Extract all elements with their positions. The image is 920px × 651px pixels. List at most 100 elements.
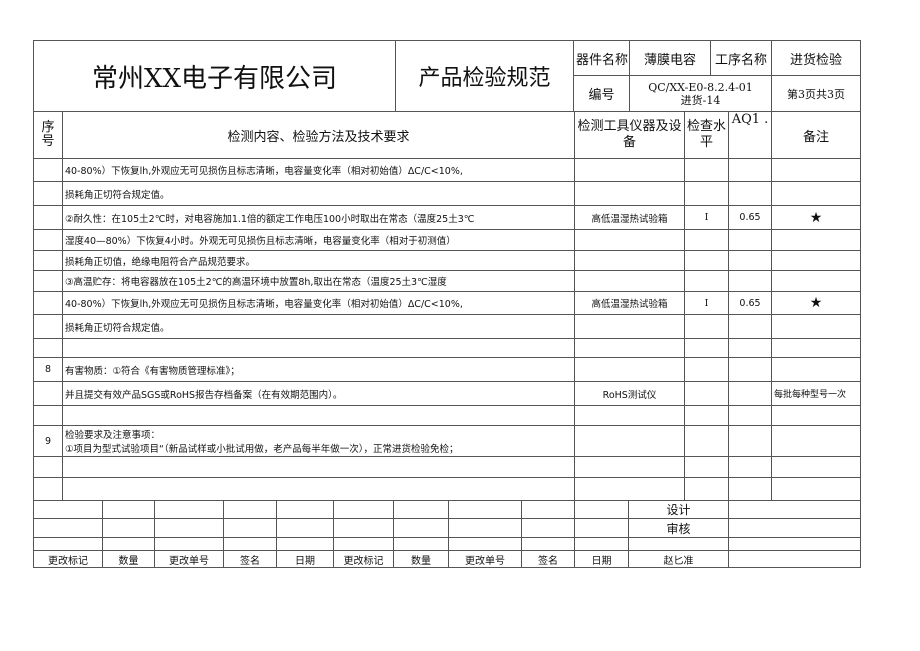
col-level: 检查水平	[684, 111, 729, 159]
table-row	[33, 456, 861, 478]
row-note	[771, 357, 861, 382]
row-level	[684, 456, 729, 478]
row-content	[62, 405, 575, 426]
row-content: 湿度40—80%）下恢复4小时。外观无可见损伤且标志清晰，电容量变化率（相对于初…	[62, 229, 575, 251]
row-aql	[728, 477, 772, 501]
code-value: QC/XX-E0-8.2.4-01 进货-14	[629, 75, 772, 112]
row-seq	[33, 477, 63, 501]
row-aql	[728, 405, 772, 426]
row-tool	[574, 477, 685, 501]
row-tool	[574, 250, 685, 271]
row-level	[684, 314, 729, 339]
col-aql: AQ1 .	[728, 111, 772, 159]
row-level: I	[684, 205, 729, 230]
row-note	[771, 158, 861, 182]
row-note	[771, 477, 861, 501]
row-content: 损耗角正切符合规定值。	[62, 314, 575, 339]
row-content: 40-80%）下恢复lh,外观应无可见损伤且标志清晰，电容量变化率（相对初始值）…	[62, 291, 575, 315]
row-level	[684, 338, 729, 358]
doc-title: 产品检验规范	[395, 40, 574, 112]
row-content: 并且提交有效产品SGS或RoHS报告存档备案（在有效期范围内）。	[62, 381, 575, 406]
row-note	[771, 314, 861, 339]
row-seq	[33, 381, 63, 406]
row-aql	[728, 229, 772, 251]
row-aql: 0.65	[728, 291, 772, 315]
row-seq	[33, 270, 63, 292]
row-note	[771, 456, 861, 478]
table-row: 9 检验要求及注意事项： ①项目为型式试验项目“（新品试样或小批试用做，老产品每半年…	[33, 425, 861, 457]
row-seq	[33, 405, 63, 426]
row-seq	[33, 181, 63, 206]
table-row	[33, 405, 861, 426]
approver-name: 赵匕准	[628, 550, 729, 568]
row-note: ★	[771, 291, 861, 315]
row-note	[771, 405, 861, 426]
company-name: 常州XX电子有限公司	[33, 40, 396, 112]
row-aql	[728, 357, 772, 382]
row-aql	[728, 381, 772, 406]
table-row: ②耐久性：在105土2℃时，对电容施加1.1倍的额定工作电压100小时取出在常态…	[33, 205, 861, 230]
row-content: 损耗角正切符合规定值。	[62, 181, 575, 206]
row-level	[684, 158, 729, 182]
row-aql	[728, 181, 772, 206]
table-row: 40-80%）下恢复lh,外观应无可见损伤且标志清晰，电容量变化率（相对初始值）…	[33, 291, 861, 315]
row-seq	[33, 229, 63, 251]
revision-label: 日期	[574, 550, 629, 568]
part-value: 薄膜电容	[629, 40, 711, 76]
table-row: 40-80%）下恢复lh,外观应无可见损伤且标志清晰，电容量变化率（相对初始值）…	[33, 158, 861, 182]
row-level	[684, 381, 729, 406]
row-note	[771, 181, 861, 206]
table-row: 8 有害物质：①符合《有害物质管理标准》；	[33, 357, 861, 382]
table-row: 损耗角正切符合规定值。	[33, 314, 861, 339]
row-aql	[728, 456, 772, 478]
row-level	[684, 229, 729, 251]
row-content	[62, 456, 575, 478]
revision-table: 设计 审核 更改标记 数量 更改单号 签名 日期 更改标记 数量 更改单号 签名 日期 赵匕准	[33, 500, 861, 568]
row-seq: 8	[33, 357, 63, 382]
row-content: ②耐久性：在105土2℃时，对电容施加1.1倍的额定工作电压100小时取出在常态…	[62, 205, 575, 230]
row-level	[684, 477, 729, 501]
row-aql	[728, 338, 772, 358]
inspection-table: 序号 检测内容、检验方法及技术要求 检测工具仪器及设备 检查水平 AQ1 . 备…	[33, 111, 861, 501]
row-seq	[33, 250, 63, 271]
row-note	[771, 270, 861, 292]
header-table: 常州XX电子有限公司 产品检验规范 器件名称 薄膜电容 工序名称 进货检验 编号…	[33, 40, 861, 112]
row-tool: 高低温湿热试验箱	[574, 205, 685, 230]
row-content-line: ①项目为型式试验项目“（新品试样或小批试用做，老产品每半年做一次），正常进货检验…	[65, 444, 459, 455]
row-seq	[33, 456, 63, 478]
row-aql	[728, 425, 772, 457]
row-seq: 9	[33, 425, 63, 457]
row-aql	[728, 270, 772, 292]
review-label: 审核	[628, 518, 729, 538]
row-tool	[574, 338, 685, 358]
row-tool	[574, 270, 685, 292]
row-seq	[33, 158, 63, 182]
row-aql	[728, 314, 772, 339]
row-tool: 高低温湿热试验箱	[574, 291, 685, 315]
revision-label: 更改标记	[33, 550, 103, 568]
process-label: 工序名称	[710, 40, 772, 76]
row-note	[771, 425, 861, 457]
col-content: 检测内容、检验方法及技术要求	[62, 111, 575, 159]
table-row: 损耗角正切值，绝缘电阻符合产品规范要求。	[33, 250, 861, 271]
revision-label: 更改标记	[333, 550, 394, 568]
row-note	[771, 250, 861, 271]
revision-label: 更改单号	[448, 550, 522, 568]
code-value-2: 进货-14	[680, 93, 721, 107]
row-tool	[574, 158, 685, 182]
row-seq	[33, 314, 63, 339]
row-level	[684, 357, 729, 382]
col-tool: 检测工具仪器及设备	[574, 111, 685, 159]
table-row: 并且提交有效产品SGS或RoHS报告存档备案（在有效期范围内）。 RoHS测试仪 每…	[33, 381, 861, 406]
row-note: 每批每种型号一次	[771, 381, 861, 406]
row-content: ③高温贮存：将电容器放在105土2℃的高温环境中放置8h,取出在常态（温度25土…	[62, 270, 575, 292]
col-seq: 序号	[33, 111, 63, 159]
col-note: 备注	[771, 111, 861, 159]
row-tool	[574, 314, 685, 339]
row-content	[62, 477, 575, 501]
row-note	[771, 338, 861, 358]
row-tool	[574, 405, 685, 426]
process-value: 进货检验	[771, 40, 861, 76]
row-tool	[574, 357, 685, 382]
page-number: 第3页共3页	[771, 75, 861, 112]
